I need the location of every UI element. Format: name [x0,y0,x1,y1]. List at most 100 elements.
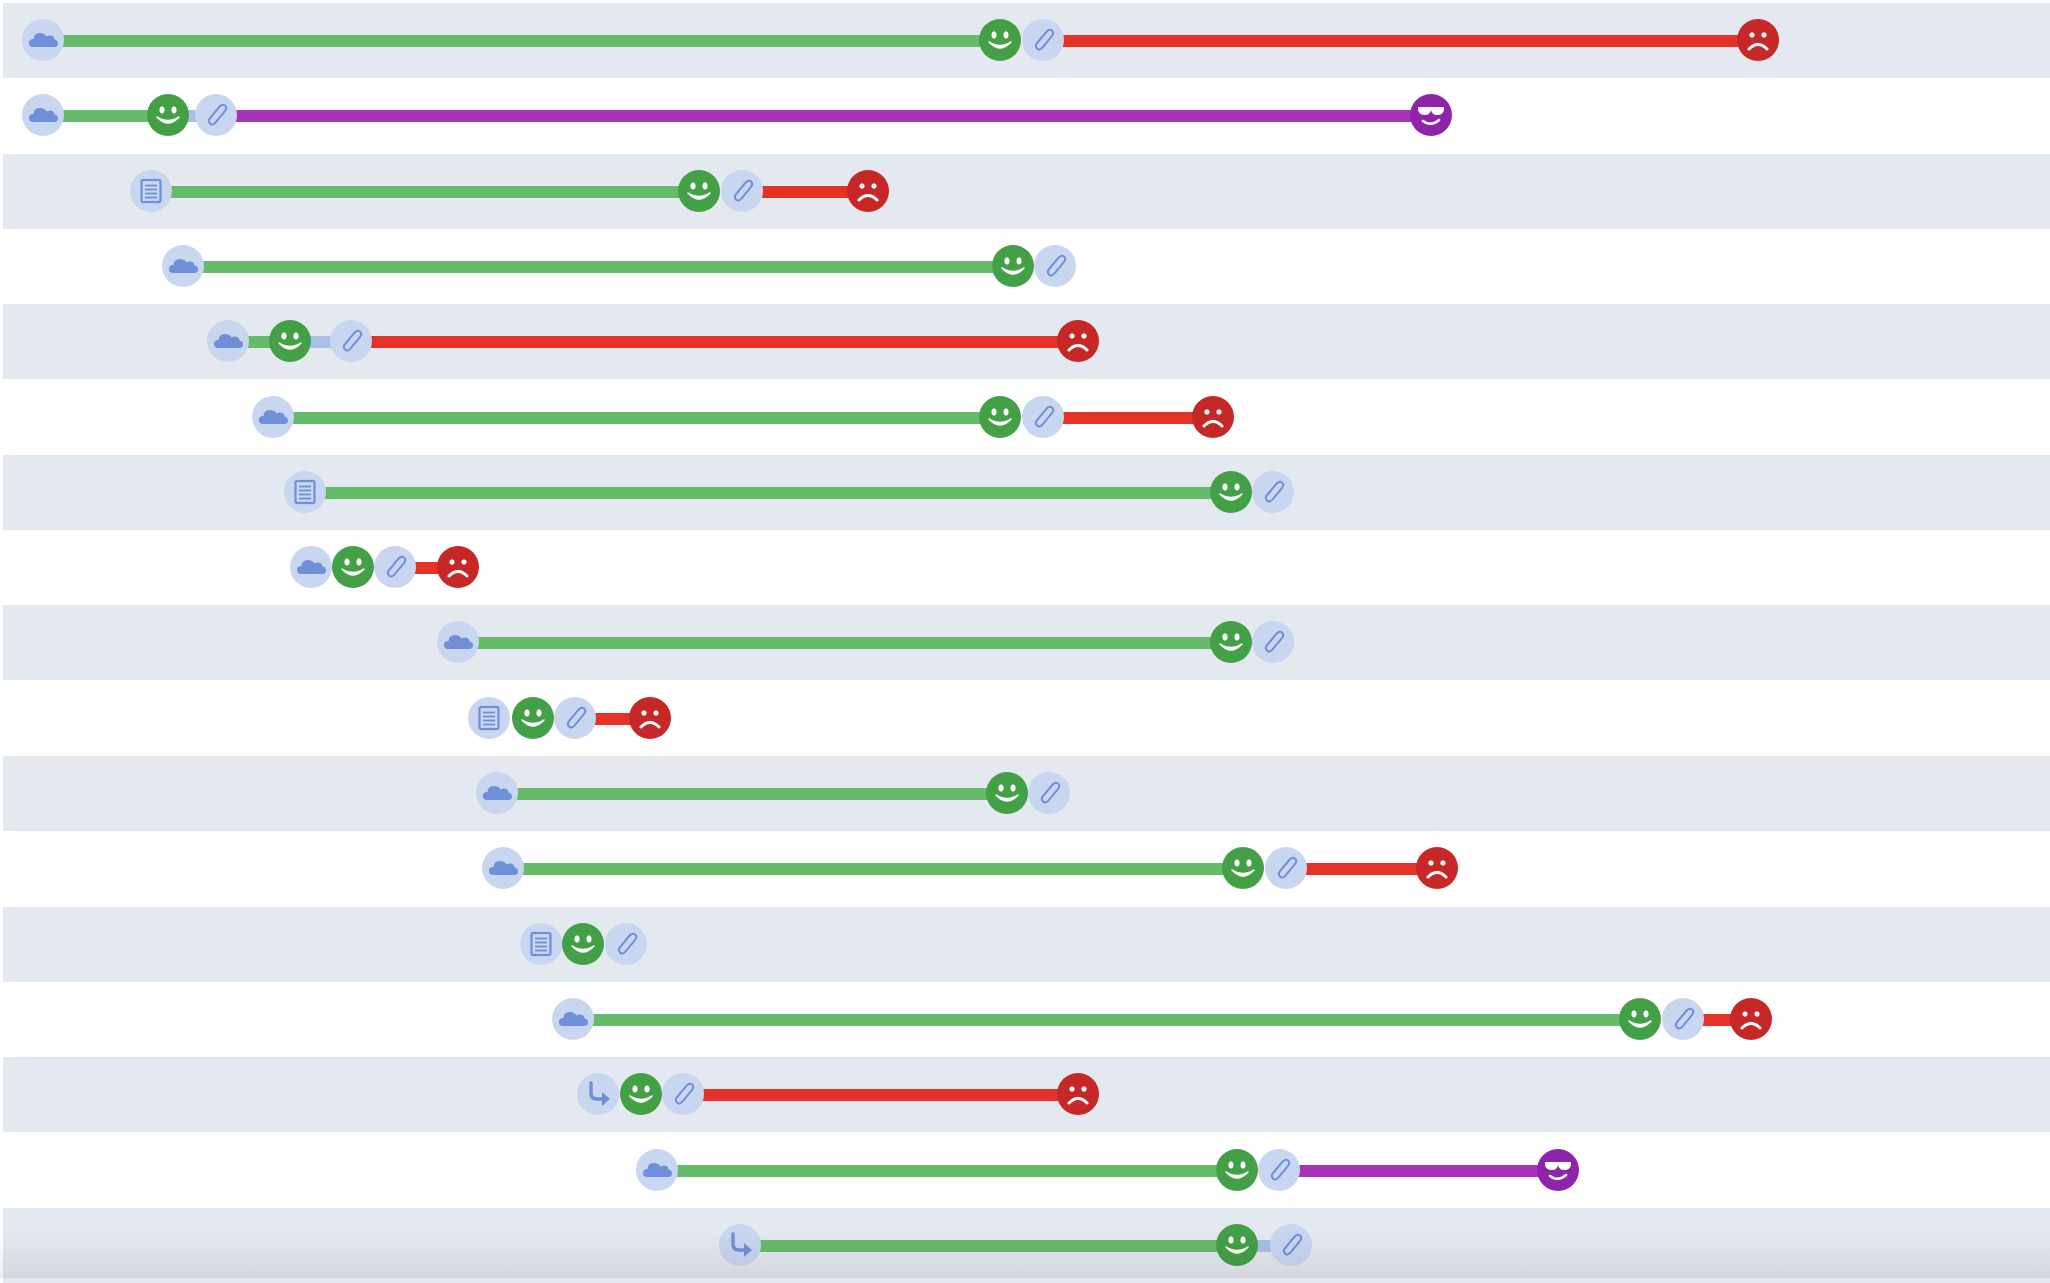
happy-face-icon[interactable] [1209,620,1253,664]
happy-face-icon[interactable] [1221,846,1265,890]
paperclip-icon[interactable] [553,696,597,740]
paperclip-icon[interactable] [373,545,417,589]
paperclip-icon[interactable] [1027,771,1071,815]
paperclip-icon[interactable] [194,93,238,137]
timeline-row[interactable] [3,454,2050,530]
red-duration-bar [1043,411,1213,424]
happy-face-icon[interactable] [331,545,375,589]
paperclip-icon[interactable] [1661,997,1705,1041]
happy-face-icon[interactable] [1209,470,1253,514]
sad-face-icon[interactable] [1736,18,1780,62]
cloud-icon[interactable] [251,395,295,439]
paperclip-icon[interactable] [329,319,373,363]
redirect-arrow-icon[interactable] [576,1072,620,1116]
timeline-row[interactable] [3,153,2050,229]
paperclip-icon[interactable] [661,1072,705,1116]
happy-face-icon[interactable] [146,93,190,137]
sad-face-icon[interactable] [846,169,890,213]
timeline-row[interactable] [3,680,2050,756]
document-icon[interactable] [519,922,563,966]
happy-face-icon[interactable] [619,1072,663,1116]
timeline-row[interactable] [3,1132,2050,1208]
happy-face-icon[interactable] [268,319,312,363]
sad-face-icon[interactable] [1415,846,1459,890]
document-icon[interactable] [467,696,511,740]
green-duration-bar [305,486,1231,499]
green-duration-bar [497,788,1007,800]
sad-face-icon[interactable] [628,696,672,740]
timeline-row[interactable] [3,906,2050,982]
timeline-row[interactable] [3,3,2050,78]
sad-face-icon[interactable] [1729,997,1773,1041]
green-duration-bar [273,411,1000,424]
redirect-arrow-icon[interactable] [718,1223,762,1267]
paperclip-icon[interactable] [720,169,764,213]
sad-face-icon[interactable] [1056,1072,1100,1116]
happy-face-icon[interactable] [1215,1223,1259,1267]
sad-face-icon[interactable] [1191,395,1235,439]
timeline-row[interactable] [3,605,2050,681]
sunglasses-face-icon[interactable] [1409,93,1453,137]
green-duration-bar [458,637,1231,650]
happy-face-icon[interactable] [978,395,1022,439]
cloud-icon[interactable] [21,93,65,137]
document-icon[interactable] [283,470,327,514]
sunglasses-face-icon[interactable] [1536,1148,1580,1192]
green-duration-bar [183,260,1013,273]
document-icon[interactable] [129,169,173,213]
happy-face-icon[interactable] [511,696,555,740]
red-duration-bar [351,336,1078,349]
cloud-icon[interactable] [21,18,65,62]
paperclip-icon[interactable] [1251,620,1295,664]
timeline-row[interactable] [3,78,2050,154]
paperclip-icon[interactable] [604,922,648,966]
timeline-row[interactable] [3,1207,2050,1283]
paperclip-icon[interactable] [1257,1148,1301,1192]
timeline-row[interactable] [3,304,2050,380]
green-duration-bar [151,185,699,198]
paperclip-icon[interactable] [1021,18,1065,62]
green-duration-bar [657,1164,1237,1177]
red-duration-bar [1043,35,1758,47]
cloud-icon[interactable] [206,319,250,363]
green-duration-bar [43,35,1000,47]
timeline-row[interactable] [3,1057,2050,1133]
cloud-icon[interactable] [635,1148,679,1192]
paperclip-icon[interactable] [1269,1223,1313,1267]
green-duration-bar [740,1239,1237,1252]
green-duration-bar [503,863,1243,876]
red-duration-bar [1286,863,1437,876]
sad-face-icon[interactable] [436,545,480,589]
paperclip-icon[interactable] [1033,244,1077,288]
happy-face-icon[interactable] [985,771,1029,815]
happy-face-icon[interactable] [561,922,605,966]
paperclip-icon[interactable] [1251,470,1295,514]
happy-face-icon[interactable] [991,244,1035,288]
green-duration-bar [573,1013,1640,1026]
happy-face-icon[interactable] [677,169,721,213]
timeline-row[interactable] [3,530,2050,606]
purple-duration-bar [1279,1164,1558,1177]
happy-face-icon[interactable] [1215,1148,1259,1192]
timeline-row[interactable] [3,981,2050,1057]
cloud-icon[interactable] [161,244,205,288]
happy-face-icon[interactable] [1618,997,1662,1041]
cloud-icon[interactable] [289,545,333,589]
sad-face-icon[interactable] [1056,319,1100,363]
cloud-icon[interactable] [551,997,595,1041]
happy-face-icon[interactable] [978,18,1022,62]
cloud-icon[interactable] [436,620,480,664]
paperclip-icon[interactable] [1264,846,1308,890]
timeline-row[interactable] [3,228,2050,304]
paperclip-icon[interactable] [1021,395,1065,439]
red-duration-bar [683,1089,1078,1102]
timeline-row[interactable] [3,756,2050,831]
red-duration-bar [742,185,868,198]
cloud-icon[interactable] [475,771,519,815]
timeline-row[interactable] [3,831,2050,907]
timeline-row[interactable] [3,379,2050,455]
green-duration-bar [43,110,168,123]
cloud-icon[interactable] [481,846,525,890]
purple-duration-bar [216,110,1431,123]
